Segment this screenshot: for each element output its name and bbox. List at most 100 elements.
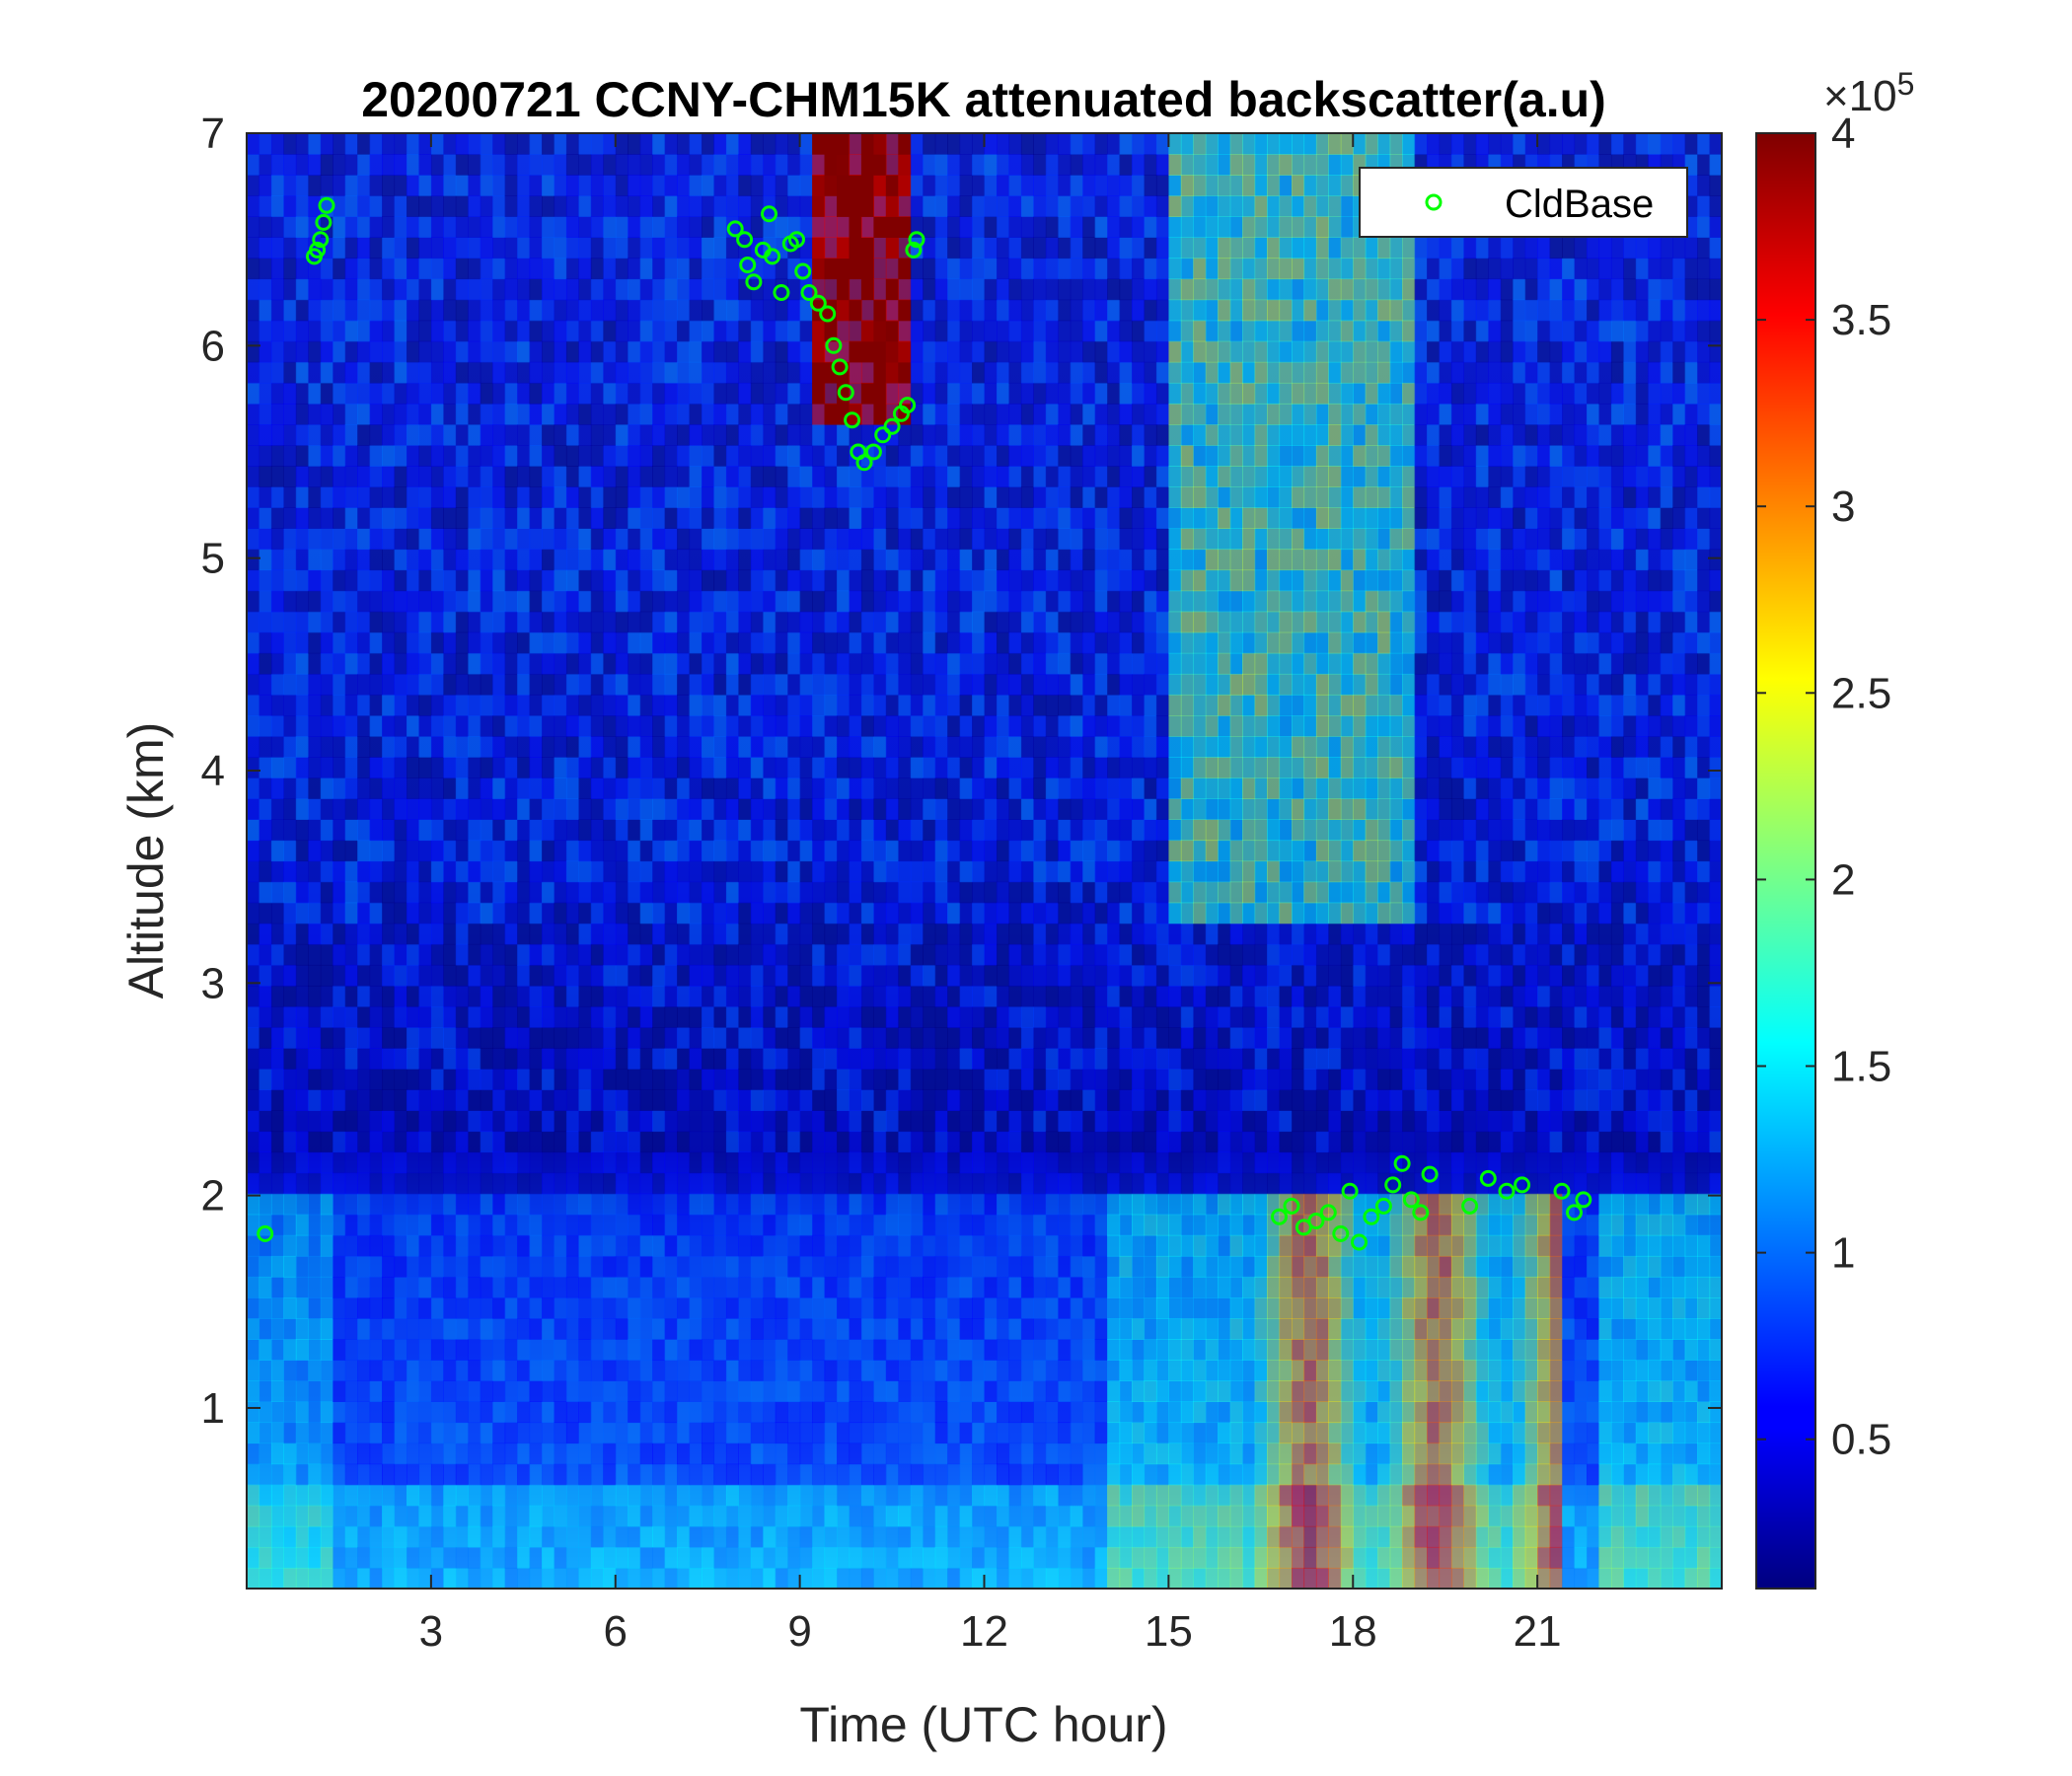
- heatmap-cell: [369, 1318, 383, 1340]
- heatmap-cell: [247, 1380, 260, 1402]
- heatmap-cell: [799, 715, 813, 737]
- heatmap-cell: [295, 1339, 309, 1361]
- heatmap-cell: [492, 195, 506, 217]
- heatmap-cell: [1094, 1484, 1108, 1507]
- heatmap-cell: [873, 1401, 887, 1424]
- heatmap-cell: [652, 340, 666, 363]
- heatmap-cell: [270, 715, 284, 737]
- heatmap-cell: [934, 569, 948, 592]
- heatmap-cell: [923, 1089, 936, 1111]
- heatmap-cell: [468, 1422, 481, 1444]
- heatmap-cell: [1070, 590, 1083, 613]
- heatmap-cell: [923, 278, 936, 301]
- heatmap-cell: [492, 299, 506, 322]
- heatmap-cell: [873, 466, 887, 487]
- heatmap-cell: [1045, 258, 1059, 280]
- heatmap-cell: [997, 1360, 1010, 1381]
- heatmap-cell: [308, 1463, 322, 1486]
- heatmap-cell: [799, 445, 813, 467]
- heatmap-cell: [295, 1151, 309, 1174]
- heatmap-cell: [750, 486, 764, 508]
- heatmap-cell: [247, 860, 260, 883]
- heatmap-cell: [677, 1048, 691, 1070]
- heatmap-cell: [443, 403, 457, 425]
- heatmap-cell: [934, 590, 948, 613]
- heatmap-cell: [394, 528, 407, 551]
- heatmap-cell: [812, 1360, 826, 1381]
- heatmap-cell: [1070, 133, 1083, 155]
- heatmap-cell: [455, 486, 469, 508]
- heatmap-cell: [677, 195, 691, 217]
- heatmap-cell: [542, 1422, 555, 1444]
- heatmap-cell: [750, 715, 764, 737]
- heatmap-cell: [677, 1110, 691, 1133]
- heatmap-cell: [689, 736, 703, 758]
- heatmap-cell: [1008, 569, 1022, 592]
- heatmap-cell: [664, 1276, 678, 1298]
- heatmap-cell: [1045, 445, 1059, 467]
- heatmap-cell: [763, 631, 777, 654]
- heatmap-cell: [430, 320, 444, 342]
- heatmap-cell: [959, 1567, 973, 1589]
- heatmap-cell: [308, 631, 322, 654]
- heatmap-cell: [357, 1463, 371, 1486]
- heatmap-cell: [1058, 507, 1072, 529]
- heatmap-cell: [664, 258, 678, 280]
- heatmap-cell: [873, 403, 887, 425]
- heatmap-cell: [923, 1546, 936, 1569]
- heatmap-cell: [873, 819, 887, 842]
- heatmap-cell: [787, 1546, 801, 1569]
- heatmap-cell: [504, 1297, 518, 1319]
- heatmap-cell: [677, 943, 691, 966]
- heatmap-cell: [565, 424, 579, 446]
- heatmap-cell: [407, 1048, 420, 1070]
- heatmap-cell: [615, 798, 629, 820]
- heatmap-cell: [787, 1505, 801, 1527]
- heatmap-cell: [270, 133, 284, 155]
- heatmap-cell: [430, 1318, 444, 1340]
- heatmap-cell: [295, 154, 309, 176]
- heatmap-cell: [320, 1297, 333, 1319]
- heatmap-cell: [320, 445, 333, 467]
- heatmap-cell: [578, 1172, 592, 1195]
- heatmap-cell: [639, 819, 653, 842]
- heatmap-cell: [418, 1276, 432, 1298]
- heatmap-cell: [1107, 154, 1121, 176]
- heatmap-cell: [873, 528, 887, 551]
- heatmap-cell: [382, 340, 396, 363]
- heatmap-cell: [677, 652, 691, 675]
- heatmap-cell: [947, 340, 961, 363]
- heatmap-cell: [542, 860, 555, 883]
- heatmap-cell: [750, 1463, 764, 1486]
- heatmap-cell: [1045, 1443, 1059, 1465]
- heatmap-cell: [590, 652, 604, 675]
- heatmap-cell: [308, 715, 322, 737]
- heatmap-cell: [849, 1463, 862, 1486]
- heatmap-cell: [443, 549, 457, 571]
- heatmap-cell: [947, 1214, 961, 1236]
- heatmap-cell: [1107, 819, 1121, 842]
- heatmap-cell: [308, 1089, 322, 1111]
- heatmap-cell: [492, 382, 506, 405]
- heatmap-cell: [542, 777, 555, 799]
- heatmap-cell: [283, 1339, 297, 1361]
- heatmap-cell: [369, 1234, 383, 1257]
- heatmap-cell: [1020, 964, 1034, 987]
- heatmap-cell: [702, 1089, 715, 1111]
- heatmap-cell: [492, 1255, 506, 1278]
- heatmap-cell: [529, 1234, 543, 1257]
- heatmap-cell: [542, 361, 555, 384]
- heatmap-cell: [357, 881, 371, 904]
- heatmap-cell: [529, 694, 543, 716]
- heatmap-cell: [369, 1401, 383, 1424]
- heatmap-cell: [1094, 1276, 1108, 1298]
- heatmap-cell: [270, 1006, 284, 1028]
- heatmap-cell: [369, 611, 383, 633]
- heatmap-cell: [947, 1006, 961, 1028]
- heatmap-cell: [1020, 549, 1034, 571]
- heatmap-cell: [430, 631, 444, 654]
- heatmap-cell: [664, 736, 678, 758]
- heatmap-cell: [357, 673, 371, 696]
- heatmap-cell: [247, 237, 260, 259]
- heatmap-cell: [565, 736, 579, 758]
